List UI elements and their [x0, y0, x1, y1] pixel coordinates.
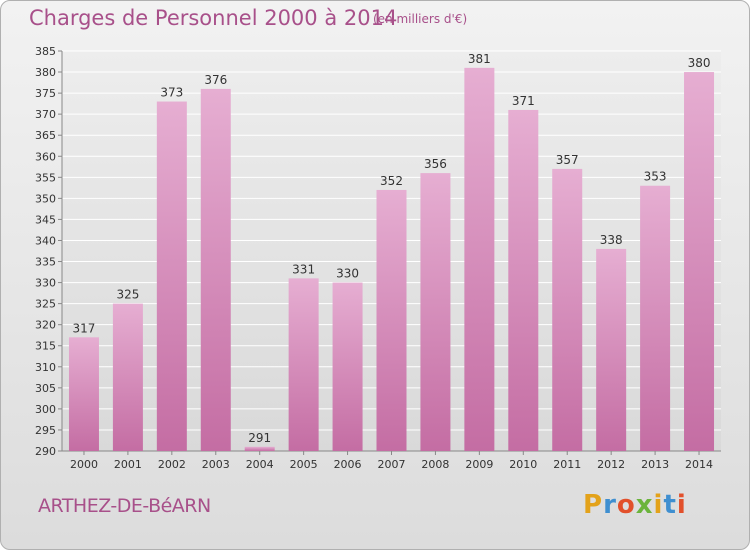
x-tick-label: 2007	[378, 458, 406, 471]
data-label: 331	[292, 262, 315, 276]
y-tick-label: 325	[35, 298, 56, 311]
bar	[508, 109, 539, 452]
y-tick-label: 335	[35, 256, 56, 269]
x-tick-label: 2001	[114, 458, 142, 471]
bar	[684, 72, 715, 451]
data-label: 380	[688, 56, 711, 70]
data-label: 317	[73, 321, 96, 335]
y-tick-label: 380	[35, 66, 56, 79]
bar	[68, 337, 99, 451]
y-tick-label: 340	[35, 234, 56, 247]
y-tick-label: 295	[35, 424, 56, 437]
data-label: 357	[556, 153, 579, 167]
chart-subtitle: (en milliers d'€)	[373, 12, 468, 26]
y-tick-label: 385	[35, 45, 56, 58]
bar	[640, 185, 671, 451]
data-label: 381	[468, 52, 491, 66]
data-label: 356	[424, 157, 447, 171]
x-tick-label: 2002	[158, 458, 186, 471]
x-tick-label: 2014	[685, 458, 713, 471]
y-tick-label: 300	[35, 403, 56, 416]
y-tick-label: 330	[35, 277, 56, 290]
data-label: 371	[512, 94, 535, 108]
x-tick-label: 2009	[465, 458, 493, 471]
x-tick-label: 2013	[641, 458, 669, 471]
bar	[112, 303, 143, 451]
y-tick-label: 305	[35, 382, 56, 395]
proxiti-logo: Proxiti	[583, 490, 687, 520]
y-tick-label: 320	[35, 319, 56, 332]
y-tick-label: 360	[35, 150, 56, 163]
bar	[552, 168, 583, 452]
data-label: 291	[248, 431, 271, 445]
data-label: 325	[116, 288, 139, 302]
y-tick-label: 355	[35, 171, 56, 184]
data-label: 338	[600, 233, 623, 247]
y-tick-label: 345	[35, 213, 56, 226]
y-tick-label: 315	[35, 340, 56, 353]
data-label: 353	[644, 170, 667, 184]
x-tick-label: 2005	[290, 458, 318, 471]
bar	[464, 67, 495, 451]
bar	[288, 278, 319, 451]
x-tick-label: 2000	[70, 458, 98, 471]
x-tick-label: 2003	[202, 458, 230, 471]
bar	[244, 446, 275, 451]
x-tick-label: 2004	[246, 458, 274, 471]
data-label: 330	[336, 267, 359, 281]
y-tick-label: 375	[35, 87, 56, 100]
y-tick-label: 310	[35, 361, 56, 374]
y-tick-label: 365	[35, 129, 56, 142]
y-tick-label: 350	[35, 192, 56, 205]
bar	[596, 248, 627, 451]
data-label: 373	[160, 86, 183, 100]
x-tick-label: 2011	[553, 458, 581, 471]
x-tick-label: 2008	[421, 458, 449, 471]
y-tick-label: 370	[35, 108, 56, 121]
data-label: 376	[204, 73, 227, 87]
x-tick-label: 2006	[334, 458, 362, 471]
x-tick-label: 2012	[597, 458, 625, 471]
place-name: ARTHEZ-DE-BéARN	[38, 495, 211, 517]
bar	[200, 88, 231, 451]
bar	[376, 189, 407, 451]
data-label: 352	[380, 174, 403, 188]
x-tick-label: 2010	[509, 458, 537, 471]
bar	[420, 173, 451, 451]
y-tick-label: 290	[35, 445, 56, 458]
bar	[332, 282, 363, 451]
bar	[156, 101, 187, 452]
chart-title: Charges de Personnel 2000 à 2014	[29, 6, 398, 30]
